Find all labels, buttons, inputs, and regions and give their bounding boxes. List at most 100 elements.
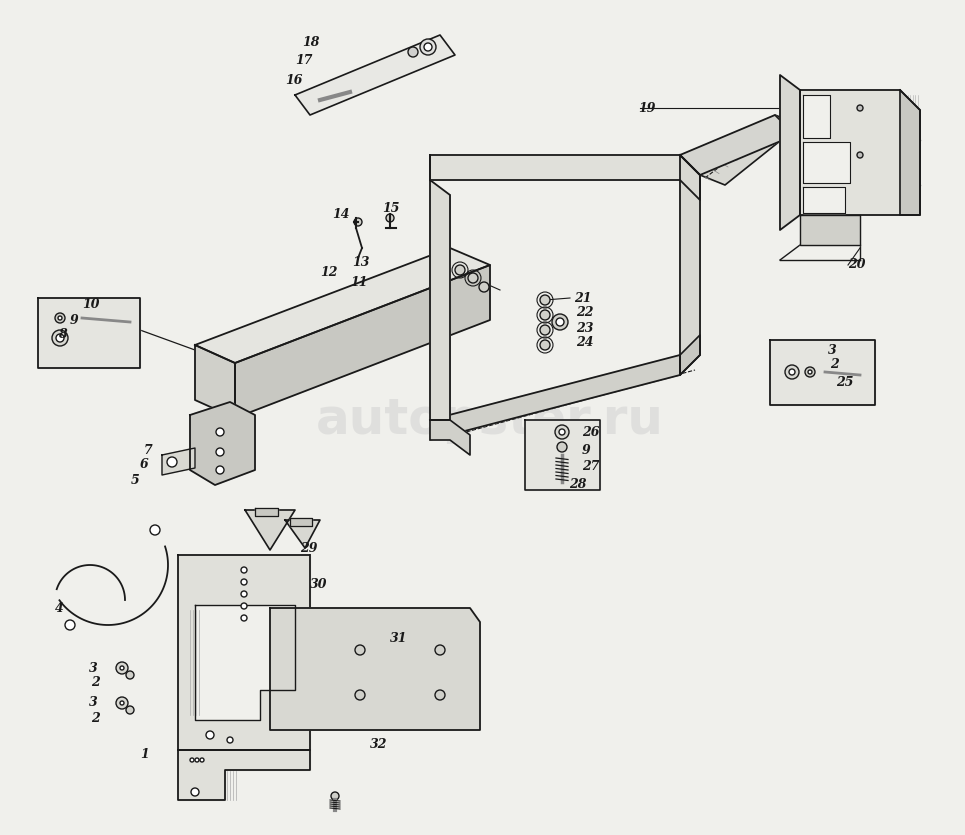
Text: 6: 6 xyxy=(139,458,148,472)
Circle shape xyxy=(58,316,62,320)
Circle shape xyxy=(559,429,565,435)
Polygon shape xyxy=(178,750,310,800)
Circle shape xyxy=(857,152,863,158)
Circle shape xyxy=(241,603,247,609)
Text: 25: 25 xyxy=(836,376,853,388)
Polygon shape xyxy=(680,115,795,175)
Polygon shape xyxy=(900,90,920,215)
Text: 3: 3 xyxy=(828,343,837,357)
Circle shape xyxy=(785,365,799,379)
Text: 29: 29 xyxy=(300,542,317,554)
Text: 28: 28 xyxy=(569,478,587,492)
Circle shape xyxy=(408,47,418,57)
Circle shape xyxy=(857,105,863,111)
Circle shape xyxy=(540,295,550,305)
Text: 1: 1 xyxy=(140,748,149,762)
Polygon shape xyxy=(780,75,800,230)
Circle shape xyxy=(216,466,224,474)
Circle shape xyxy=(540,325,550,335)
Circle shape xyxy=(424,43,432,51)
Text: 2: 2 xyxy=(92,711,100,725)
Text: 9: 9 xyxy=(70,313,79,326)
Circle shape xyxy=(195,758,199,762)
Circle shape xyxy=(540,310,550,320)
Polygon shape xyxy=(430,155,450,420)
Text: 8: 8 xyxy=(58,328,67,342)
Text: 19: 19 xyxy=(638,102,655,114)
Polygon shape xyxy=(430,155,700,200)
Circle shape xyxy=(167,457,177,467)
Polygon shape xyxy=(270,608,480,730)
Text: 17: 17 xyxy=(295,53,313,67)
Text: 2: 2 xyxy=(830,358,839,372)
Polygon shape xyxy=(680,335,700,375)
Polygon shape xyxy=(195,605,295,720)
Circle shape xyxy=(241,567,247,573)
Polygon shape xyxy=(700,115,800,185)
Polygon shape xyxy=(770,340,875,405)
Text: 22: 22 xyxy=(576,306,593,320)
Polygon shape xyxy=(525,420,600,490)
Circle shape xyxy=(56,334,64,342)
Text: 32: 32 xyxy=(370,738,388,752)
Circle shape xyxy=(120,701,124,705)
Polygon shape xyxy=(235,265,490,418)
Text: 15: 15 xyxy=(382,201,400,215)
Circle shape xyxy=(65,620,75,630)
Circle shape xyxy=(52,330,68,346)
Text: 20: 20 xyxy=(848,259,866,271)
Text: 23: 23 xyxy=(576,321,593,335)
Circle shape xyxy=(805,367,815,377)
Polygon shape xyxy=(195,248,490,363)
Circle shape xyxy=(216,448,224,456)
Circle shape xyxy=(435,690,445,700)
Circle shape xyxy=(808,370,812,374)
Polygon shape xyxy=(195,345,235,418)
Text: 10: 10 xyxy=(82,298,99,311)
Polygon shape xyxy=(800,90,920,215)
Circle shape xyxy=(191,788,199,796)
Polygon shape xyxy=(680,155,700,375)
Polygon shape xyxy=(285,520,320,548)
Circle shape xyxy=(556,318,564,326)
Circle shape xyxy=(227,737,233,743)
Circle shape xyxy=(355,690,365,700)
Polygon shape xyxy=(290,518,312,526)
Text: 26: 26 xyxy=(582,426,599,438)
Circle shape xyxy=(331,792,339,800)
Text: 9: 9 xyxy=(582,443,591,457)
Polygon shape xyxy=(190,402,255,485)
Polygon shape xyxy=(245,510,295,550)
Text: 4: 4 xyxy=(55,601,64,615)
Circle shape xyxy=(354,218,362,226)
Circle shape xyxy=(200,758,204,762)
Circle shape xyxy=(540,340,550,350)
Text: 24: 24 xyxy=(576,337,593,350)
Polygon shape xyxy=(803,95,830,138)
Text: 30: 30 xyxy=(310,579,327,591)
Circle shape xyxy=(468,273,478,283)
Circle shape xyxy=(241,591,247,597)
Polygon shape xyxy=(178,555,310,750)
Circle shape xyxy=(435,645,445,655)
Circle shape xyxy=(355,645,365,655)
Circle shape xyxy=(150,525,160,535)
Text: 5: 5 xyxy=(131,473,140,487)
Circle shape xyxy=(479,282,489,292)
Polygon shape xyxy=(38,298,140,368)
Circle shape xyxy=(55,313,65,323)
Circle shape xyxy=(552,314,568,330)
Text: 27: 27 xyxy=(582,460,599,473)
Circle shape xyxy=(557,442,567,452)
Text: 3: 3 xyxy=(89,696,98,710)
Circle shape xyxy=(386,214,394,222)
Polygon shape xyxy=(295,35,455,115)
Circle shape xyxy=(116,697,128,709)
Text: 3: 3 xyxy=(89,661,98,675)
Circle shape xyxy=(420,39,436,55)
Polygon shape xyxy=(803,142,850,183)
Polygon shape xyxy=(162,448,195,475)
Circle shape xyxy=(126,706,134,714)
Polygon shape xyxy=(800,215,860,245)
Circle shape xyxy=(116,662,128,674)
